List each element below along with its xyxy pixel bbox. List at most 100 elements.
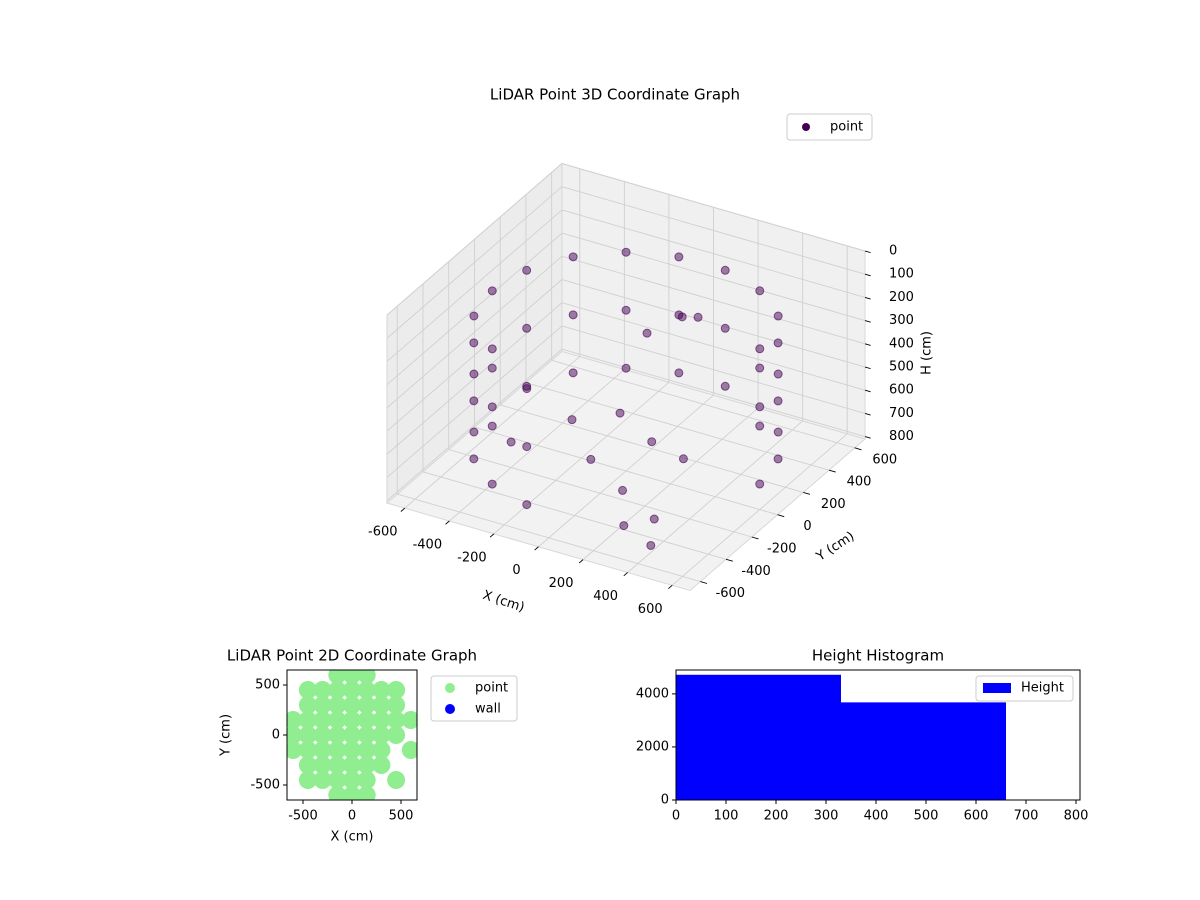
tick-mark [777,514,785,518]
tick-mark [700,581,708,584]
tick-mark [864,366,871,370]
point [568,368,578,378]
point [401,741,417,759]
chart-title: LiDAR Point 2D Coordinate Graph [227,647,477,665]
legend-label: wall [475,702,501,717]
point [773,427,783,437]
point [674,368,684,378]
point [487,286,497,296]
legend-box [975,675,1074,702]
tick-mark [864,389,871,393]
point [469,338,479,348]
point [343,711,361,729]
z-tick-label: 600 [889,383,914,398]
grid-line [561,302,866,391]
point [357,786,376,800]
point [487,363,497,373]
point [343,756,361,774]
point [328,696,347,714]
tick-mark [751,536,759,540]
point [387,771,406,789]
point [720,323,730,333]
y-axis-label: Y (cm) [813,529,857,565]
x-tick-label: 700 [1014,809,1039,824]
grid-line [448,449,752,538]
point [469,369,479,379]
point [568,252,578,262]
legend-marker [445,704,455,714]
tick-mark [864,343,871,346]
y-tick-label: 500 [255,678,280,693]
point [487,479,497,489]
point [586,454,596,464]
tick-mark [864,412,871,416]
point [298,681,317,699]
legend-label: point [475,681,508,696]
point [755,402,765,412]
grid-line [500,404,804,493]
point [387,711,406,729]
point [287,741,303,759]
tick-mark [489,533,495,538]
grid-line [386,186,563,339]
point [313,681,332,699]
point [646,540,656,550]
point [401,711,417,729]
point [357,681,376,699]
z-tick-label: 300 [889,313,914,328]
y-tick-label: -500 [250,778,280,793]
point [313,756,332,774]
grid-line [561,279,866,368]
point [372,681,391,699]
point [328,771,347,789]
bar [676,674,841,800]
x-tick-label: 300 [814,809,839,824]
point [298,711,317,729]
tick-mark [623,572,628,577]
x-tick-label: 400 [593,589,618,604]
point [313,711,332,729]
tick-mark [578,559,584,564]
x-tick-label: 500 [389,809,414,824]
y-tick-label: 2000 [636,739,669,754]
legend-label: point [830,120,863,135]
point [357,726,376,744]
point [487,421,497,431]
point [773,396,783,406]
point [621,305,631,315]
point [298,771,317,789]
axes: -500 0 500 -500 0 500 X (cm) Y (cm) LiDAR Point … [219,647,478,845]
point [328,711,347,729]
legend: Height [975,675,1074,702]
point [487,344,497,354]
tick-mark [725,558,733,562]
grid-line [386,209,563,362]
grid-line [386,163,563,316]
grid-line [397,493,701,583]
y-tick-label: 0 [803,519,811,534]
legend: point [786,113,873,141]
tick-mark [534,546,539,551]
legend-box [786,113,873,141]
grid-line [561,348,866,438]
point [357,771,376,789]
x-tick-label: 600 [638,602,663,617]
tick-mark [864,320,871,323]
grid-line [561,209,866,298]
legend-marker [445,683,455,693]
grid-line [474,426,778,516]
point [522,265,532,275]
point [313,771,332,789]
point [328,726,347,744]
x-axis-label: X (cm) [481,588,527,616]
point [522,442,532,452]
point [313,696,332,714]
axes-frame [675,669,1081,801]
point [678,454,688,464]
point [343,681,361,699]
x-tick-label: 0 [672,809,680,824]
point [357,670,376,684]
point [487,402,497,412]
point [522,500,532,510]
x-tick-label: -600 [368,525,398,540]
